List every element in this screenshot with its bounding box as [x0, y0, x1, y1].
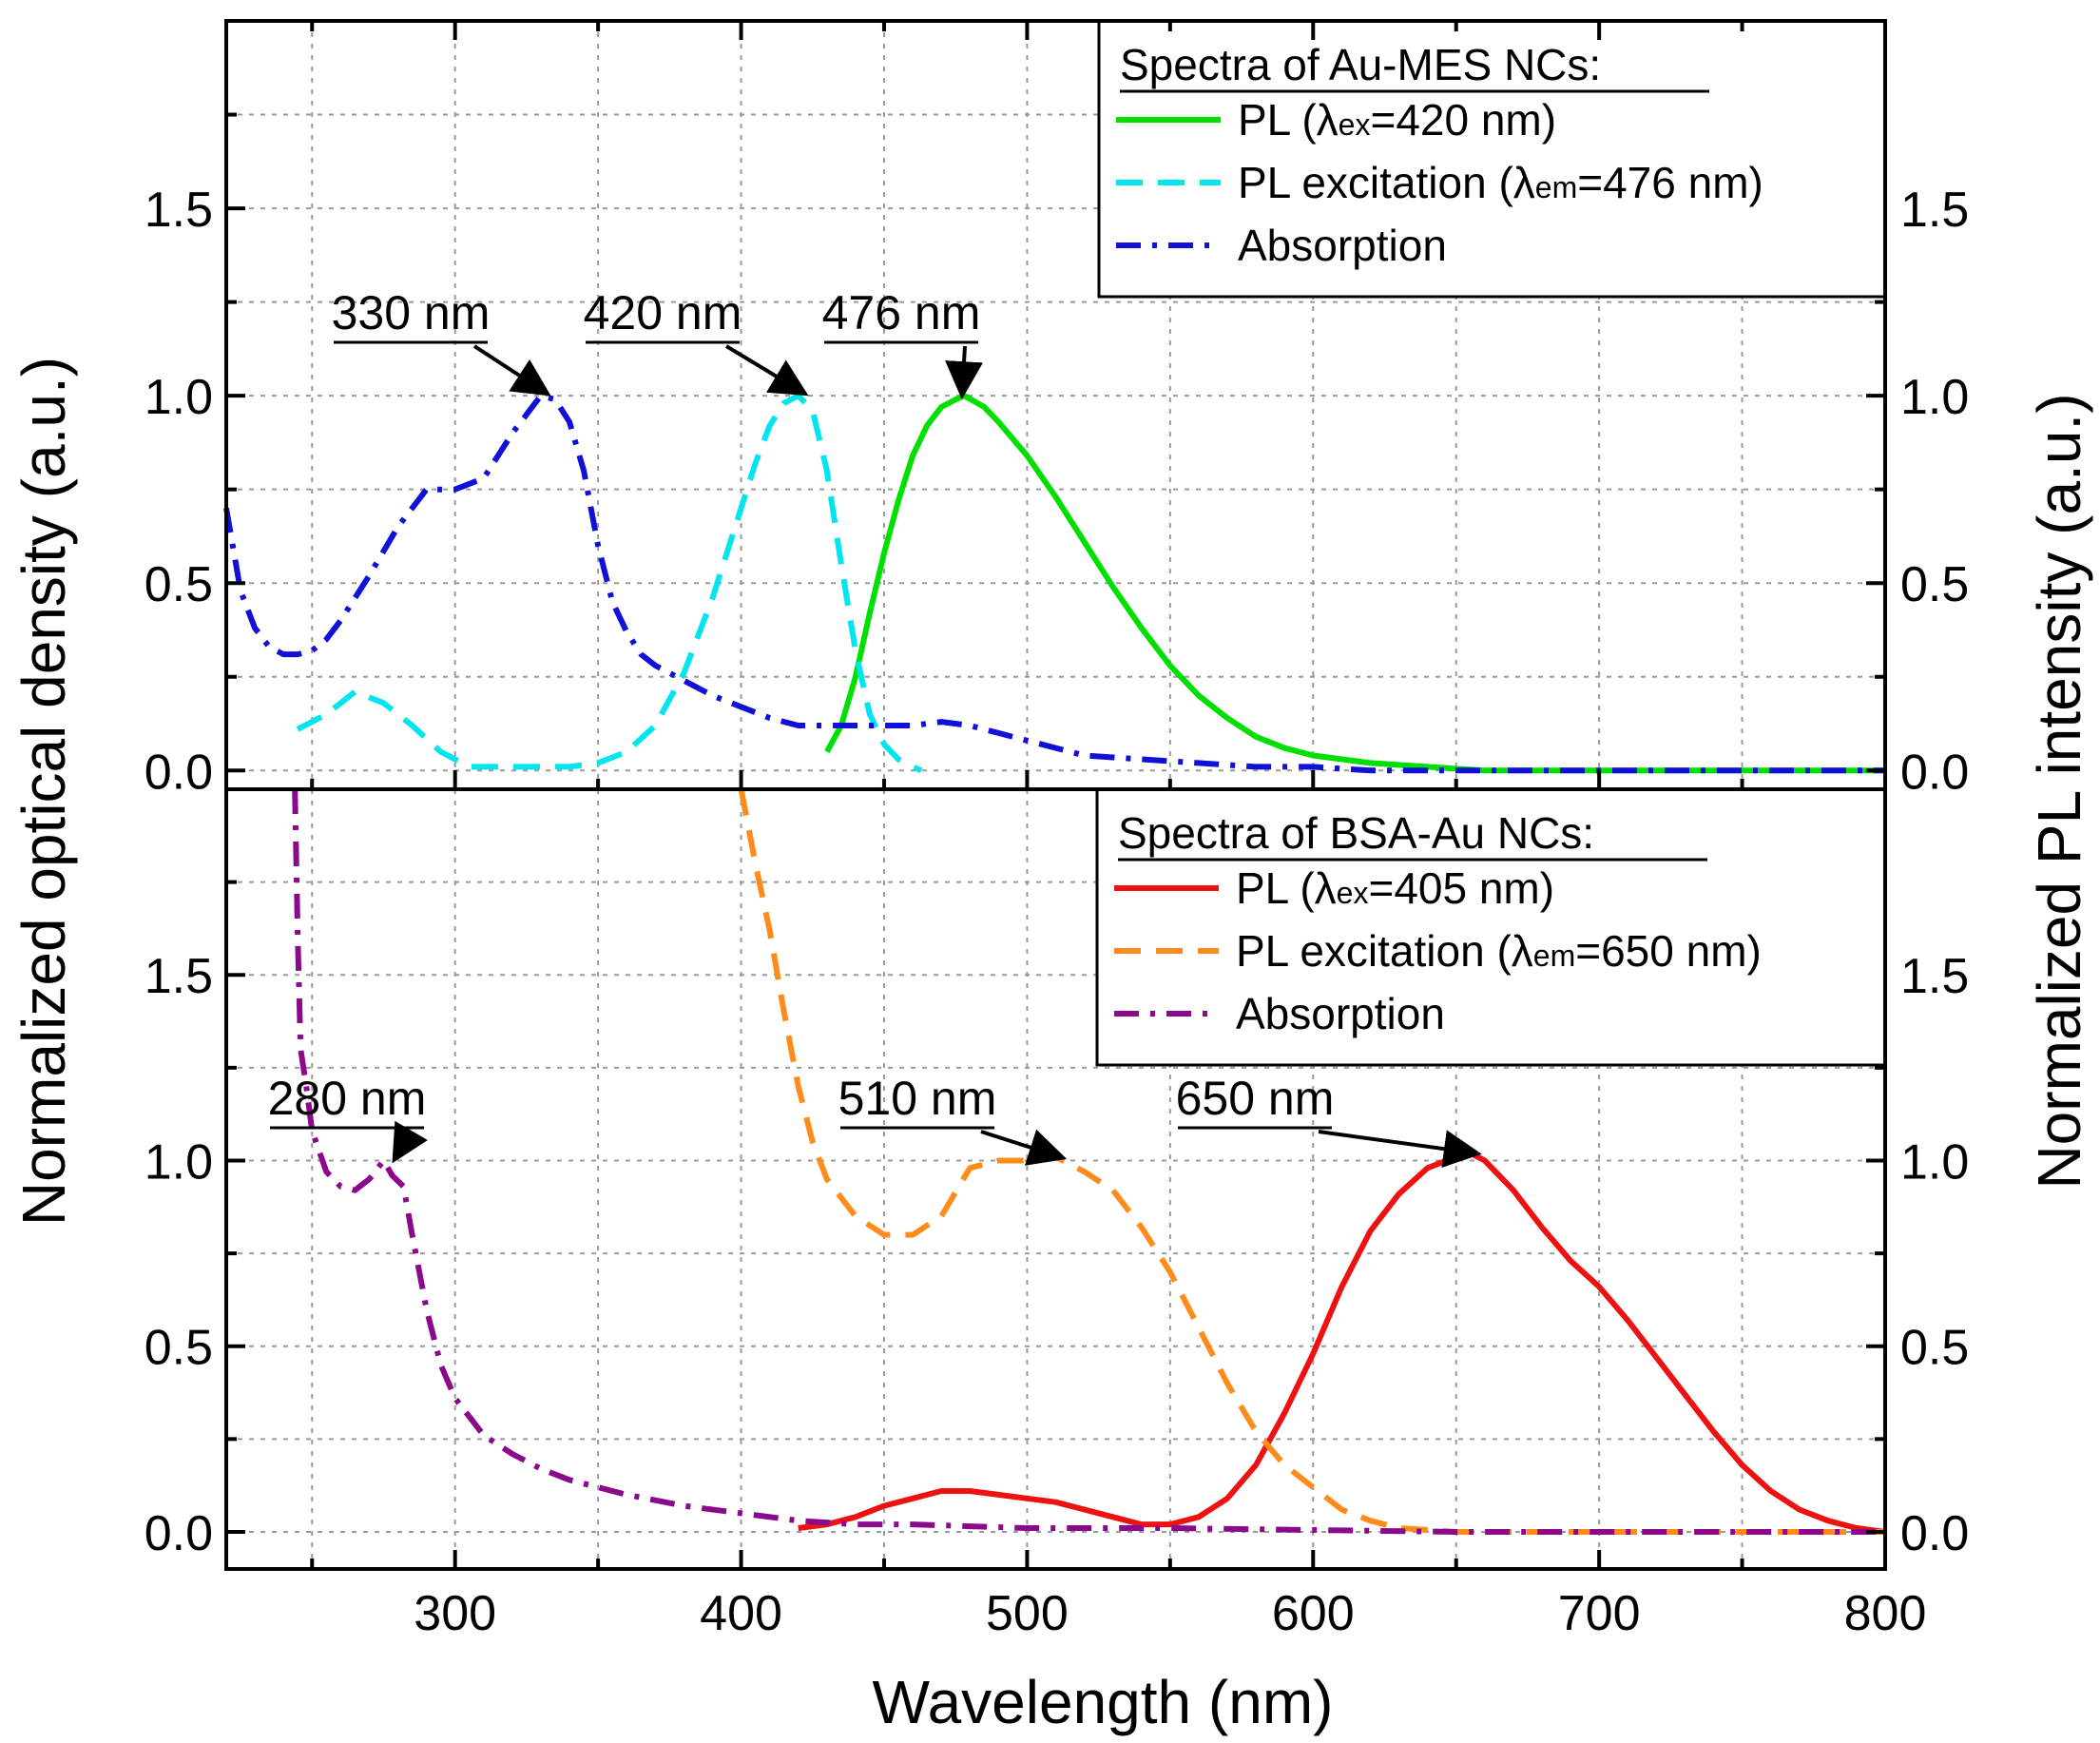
series-line-2	[296, 393, 923, 774]
bottom-legend: Spectra of BSA-Au NCs:PL (λex=405 nm) PL …	[1095, 787, 1887, 1067]
top-series	[223, 393, 1885, 774]
top-ticks: 0.0 0.0 0.5 0.5 1.0 1.0 1.5 1.5	[144, 112, 1969, 800]
annotation-arrow	[724, 344, 809, 397]
x-tick-label: 400	[700, 1586, 782, 1641]
y-tick-label-right: 1.5	[1900, 949, 1969, 1004]
y-axis-left-title: Normalized optical density (a.u.)	[10, 357, 78, 1226]
top-panel: 0.0 0.0 0.5 0.5 1.0 1.0 1.5 1.5 330 nm 420 nm 476…	[144, 19, 1969, 800]
x-tick-label: 700	[1558, 1586, 1641, 1641]
y-tick-label-left: 0.0	[144, 745, 213, 800]
y-tick-label-left: 1.5	[144, 183, 213, 238]
bottom-ticks: 0.0 0.0 0.5 0.5 1.0 1.0 1.5 1.5	[144, 880, 1969, 1561]
legend-entry: Absorption	[1238, 221, 1447, 270]
legend-entry: PL excitation (λem=476 nm)	[1238, 158, 1763, 207]
y-tick-label-right: 0.5	[1900, 557, 1969, 612]
series-line-1	[824, 393, 1885, 774]
y-tick-label-right: 1.0	[1900, 1134, 1969, 1190]
y-tick-label-right: 0.5	[1900, 1321, 1969, 1376]
plot-frames	[224, 19, 1887, 1571]
y-tick-label-right: 0.0	[1900, 745, 1969, 800]
y-tick-label-left: 0.0	[144, 1506, 213, 1561]
annotation-label: 650 nm	[1176, 1072, 1335, 1125]
bottom-annotations: 280 nm 510 nm 650 nm	[268, 1072, 1482, 1169]
top-annotations: 330 nm 420 nm 476 nm	[332, 286, 984, 400]
bottom-plot-frame	[224, 787, 1887, 1571]
x-tick-label: 800	[1844, 1586, 1927, 1641]
y-tick-label-right: 1.0	[1900, 370, 1969, 425]
y-tick-label-right: 1.5	[1900, 183, 1969, 238]
y-tick-label-left: 0.5	[144, 1321, 213, 1376]
y-tick-label-left: 1.0	[144, 370, 213, 425]
series-line-2	[738, 788, 1885, 1535]
annotation-arrow	[1318, 1130, 1482, 1169]
annotation-label: 476 nm	[822, 286, 981, 339]
bottom-panel: 0.0 0.0 0.5 0.5 1.0 1.0 1.5 1.5 280 nm 510 nm 650…	[144, 787, 1969, 1569]
y-axis-right-title: Normalized PL intensity (a.u.)	[2025, 393, 2093, 1189]
annotation-label: 510 nm	[838, 1072, 997, 1125]
legend-entry: PL (λex=420 nm)	[1238, 95, 1556, 145]
x-axis-ticks: 300 400 500 600 700 800	[310, 21, 1927, 1641]
series-line-1	[798, 1150, 1886, 1535]
series-line-3	[223, 393, 1885, 774]
annotation-label: 330 nm	[332, 286, 491, 339]
legend-title: Spectra of Au-MES NCs:	[1120, 40, 1601, 89]
annotation-arrow	[392, 1120, 428, 1164]
y-tick-label-left: 0.5	[144, 557, 213, 612]
y-tick-label-left: 1.0	[144, 1134, 213, 1190]
legend-entry: Absorption	[1236, 989, 1445, 1038]
annotation-arrow	[980, 1129, 1068, 1166]
top-legend: Spectra of Au-MES NCs: PL (λex=420 nm) PL …	[1097, 19, 1887, 299]
legend-entry: PL (λex=405 nm)	[1236, 863, 1554, 913]
annotation-label: 420 nm	[584, 286, 742, 339]
x-tick-label: 600	[1272, 1586, 1355, 1641]
annotation-label: 280 nm	[268, 1072, 427, 1125]
x-tick-label: 500	[986, 1586, 1069, 1641]
bottom-series	[292, 788, 1886, 1535]
legend-title: Spectra of BSA-Au NCs:	[1118, 808, 1594, 858]
annotation-arrow	[472, 344, 551, 397]
x-tick-label: 300	[414, 1586, 496, 1641]
x-axis-title: Wavelength (nm)	[873, 1668, 1334, 1736]
legend-box	[1095, 787, 1887, 1067]
legend-entry: PL excitation (λem=650 nm)	[1236, 926, 1762, 976]
y-tick-label-right: 0.0	[1900, 1506, 1969, 1561]
annotation-arrow	[945, 345, 984, 400]
y-tick-label-left: 1.5	[144, 949, 213, 1004]
